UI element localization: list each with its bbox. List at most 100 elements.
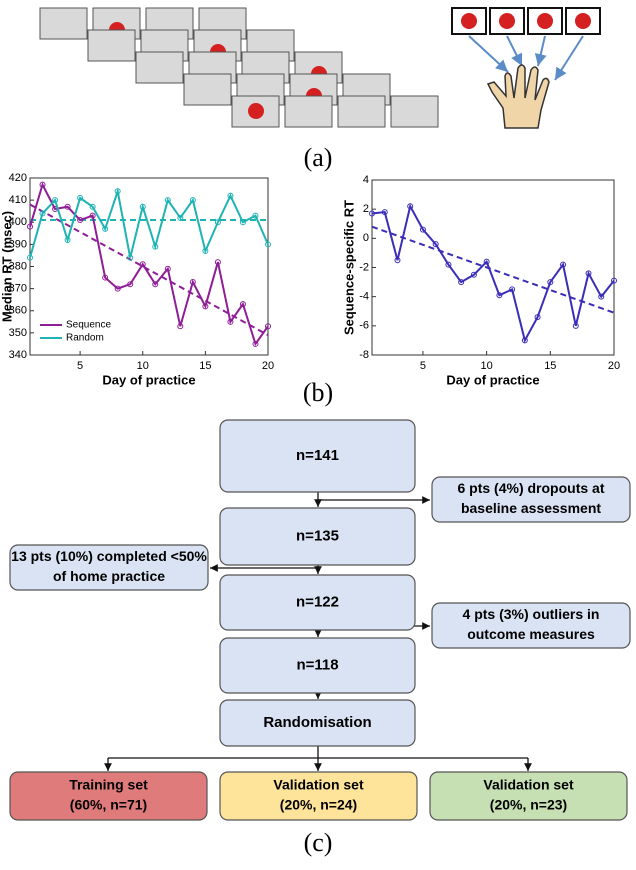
- data-point: [509, 286, 516, 293]
- flow-text: outcome measures: [467, 626, 595, 642]
- flow-text: n=141: [296, 447, 339, 464]
- data-point: [89, 212, 96, 219]
- legend: Sequence Random: [40, 320, 111, 344]
- screen: [135, 51, 184, 84]
- trend-line: [29, 203, 269, 336]
- data-point: [252, 212, 259, 219]
- flow-text: (60%, n=71): [70, 797, 147, 813]
- flow-box: [219, 507, 416, 566]
- panel-label: (a): [304, 143, 333, 172]
- data-point: [560, 261, 567, 268]
- flow-text: Validation set: [273, 777, 364, 793]
- legend-label: Sequence: [66, 320, 111, 331]
- flow-box: [431, 476, 631, 523]
- data-point: [227, 318, 234, 325]
- data-point: [572, 322, 579, 329]
- flow-text: baseline assessment: [461, 500, 601, 516]
- y-tick-label: -4: [359, 291, 369, 303]
- flow-box: [9, 771, 208, 821]
- data-point: [534, 314, 541, 321]
- trend-line: [371, 225, 615, 314]
- data-point: [27, 223, 33, 230]
- x-tick-label: 5: [420, 360, 426, 372]
- task-illustration: [39, 7, 601, 129]
- x-axis-label: Day of practice: [446, 372, 539, 387]
- x-tick-label: 5: [77, 360, 83, 372]
- flow-text: n=122: [296, 593, 339, 610]
- response-keys: [451, 7, 601, 129]
- data-point: [598, 293, 605, 300]
- flow-box: [429, 771, 628, 821]
- data-point: [483, 258, 490, 265]
- y-tick-label: 370: [9, 283, 27, 295]
- data-point: [177, 214, 184, 221]
- flow-box: [431, 602, 631, 649]
- y-tick-label: 390: [9, 238, 27, 250]
- x-tick-label: 10: [481, 360, 493, 372]
- data-point: [611, 277, 617, 284]
- data-point: [127, 254, 134, 261]
- data-point: [214, 219, 221, 226]
- data-point: [239, 301, 246, 308]
- y-tick-label: 0: [363, 232, 369, 244]
- screen: [87, 29, 136, 62]
- y-tick-label: 2: [363, 203, 369, 215]
- data-point: [369, 210, 375, 217]
- data-point: [77, 217, 84, 224]
- screen: [284, 95, 333, 128]
- data-point: [164, 265, 171, 272]
- y-tick-label: 4: [363, 174, 369, 186]
- x-tick-label: 15: [199, 360, 211, 372]
- data-point: [458, 279, 465, 286]
- data-point: [227, 192, 234, 199]
- flow-text: 4 pts (3%) outliers in: [463, 606, 600, 622]
- y-tick-label: 400: [9, 216, 27, 228]
- data-point: [419, 226, 426, 233]
- y-tick-label: -6: [359, 320, 369, 332]
- data-point: [77, 194, 84, 201]
- y-tick-label: 410: [9, 194, 27, 206]
- data-point: [202, 248, 209, 255]
- data-point: [114, 285, 121, 292]
- flow-box: [219, 637, 416, 694]
- data-point: [102, 225, 109, 232]
- flow-box: [219, 699, 416, 747]
- flow-text: 6 pts (4%) dropouts at: [457, 480, 604, 496]
- data-point: [114, 188, 121, 195]
- series-line: [29, 181, 269, 347]
- data-point: [127, 281, 134, 288]
- series-line: [371, 203, 615, 344]
- y-tick-label: -2: [359, 261, 369, 273]
- plot-frame: [371, 179, 615, 356]
- data-point: [177, 323, 184, 330]
- screens: [39, 7, 439, 128]
- data-point: [139, 261, 146, 268]
- flow-box: [219, 771, 418, 821]
- y-tick-label: 350: [9, 327, 27, 339]
- data-point: [470, 271, 477, 278]
- data-point: [39, 210, 46, 217]
- series-line: [29, 187, 269, 258]
- flow-text: n=135: [296, 527, 339, 544]
- x-tick-label: 10: [137, 360, 149, 372]
- stimulus: [248, 103, 264, 119]
- y-tick-label: -8: [359, 349, 369, 361]
- data-point: [252, 340, 259, 347]
- data-point: [381, 209, 388, 216]
- screen: [183, 73, 232, 106]
- y-tick-label: 420: [9, 172, 27, 184]
- y-tick-label: 380: [9, 260, 27, 272]
- screen: [39, 7, 88, 40]
- data-point: [164, 197, 171, 204]
- data-point: [27, 254, 33, 261]
- flow-text: (20%, n=24): [280, 797, 357, 813]
- y-tick-label: 340: [9, 349, 27, 361]
- screen: [337, 95, 386, 128]
- data-point: [64, 236, 71, 243]
- x-tick-label: 20: [608, 360, 620, 372]
- data-point: [521, 337, 528, 344]
- data-point: [214, 259, 221, 266]
- y-tick-label: 360: [9, 305, 27, 317]
